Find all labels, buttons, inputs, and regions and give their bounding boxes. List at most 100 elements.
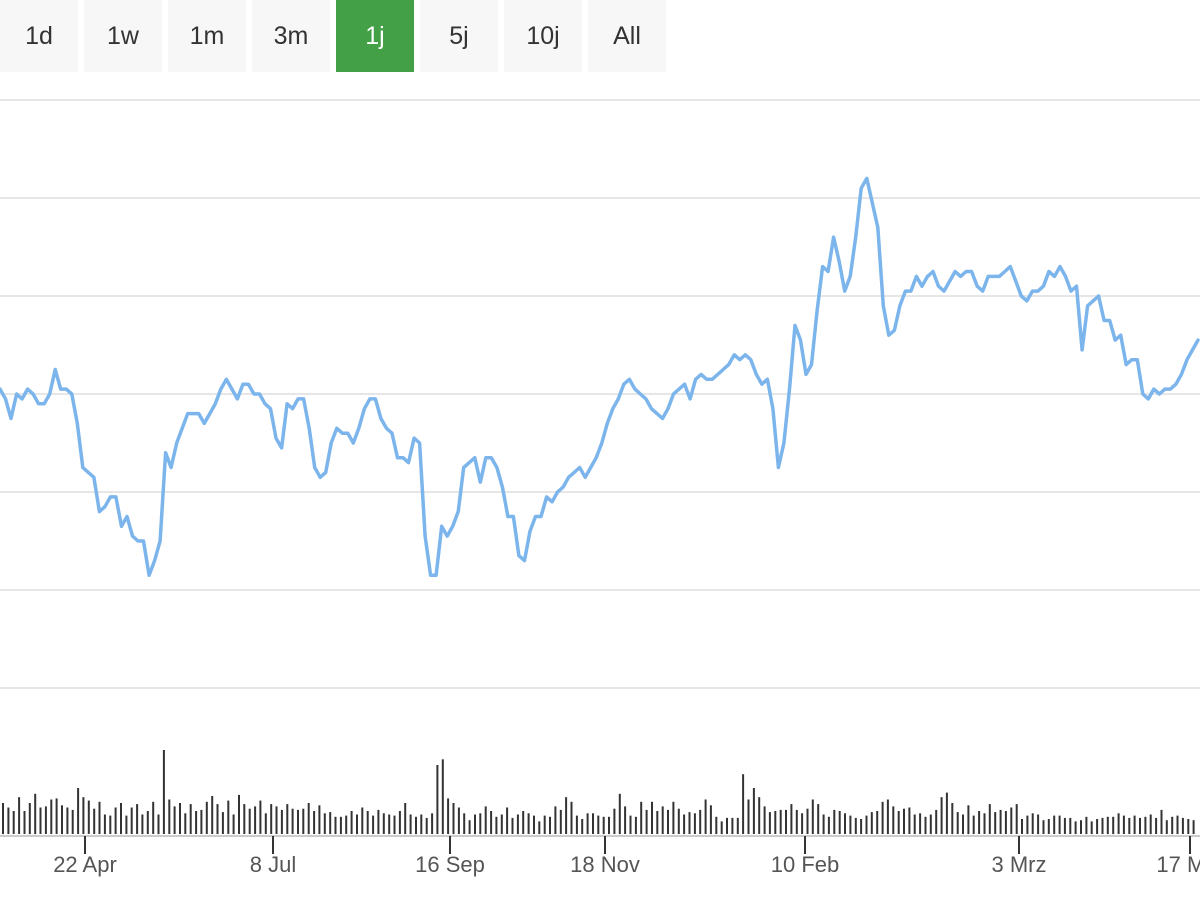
volume-bar — [742, 774, 745, 834]
volume-bar — [693, 813, 696, 834]
volume-bar — [897, 811, 900, 834]
volume-bar — [130, 807, 133, 834]
volume-bar — [1128, 817, 1131, 834]
volume-bar — [313, 811, 316, 834]
volume-bar — [195, 811, 198, 834]
volume-bar — [903, 808, 905, 834]
volume-bar — [844, 813, 846, 834]
volume-bar — [44, 806, 47, 834]
volume-bar — [806, 808, 809, 834]
volume-bar — [661, 806, 664, 834]
volume-bar — [409, 814, 412, 835]
volume-bar — [575, 815, 578, 834]
volume-bar — [640, 801, 643, 834]
volume-bar — [629, 815, 632, 834]
volume-bar — [999, 809, 1002, 834]
volume-bar — [554, 806, 557, 834]
volume-bar — [329, 812, 332, 834]
volume-bar — [715, 816, 718, 835]
volume-bar — [592, 813, 594, 834]
volume-bar — [388, 814, 391, 835]
volume-bar — [447, 798, 450, 834]
volume-bar — [50, 799, 53, 834]
volume-bar — [382, 813, 385, 834]
volume-bar — [908, 807, 911, 834]
range-button-1j[interactable]: 1j — [336, 0, 414, 72]
volume-bar — [860, 819, 863, 834]
volume-bar — [1074, 821, 1077, 835]
volume-bar — [549, 816, 551, 835]
range-button-10j[interactable]: 10j — [504, 0, 582, 72]
volume-bar — [436, 765, 439, 834]
price-series — [0, 176, 1200, 578]
volume-bar — [811, 799, 814, 834]
volume-bar — [307, 803, 310, 835]
volume-bar — [1101, 817, 1104, 834]
volume-bar — [398, 811, 401, 834]
volume-bar — [833, 809, 836, 834]
volume-bar — [103, 814, 106, 835]
volume-bar — [82, 797, 85, 834]
volume-bar — [125, 815, 128, 834]
volume-bar — [474, 814, 476, 835]
volume-bar — [790, 804, 793, 834]
volume-bar — [162, 750, 165, 834]
volume-bar — [275, 806, 278, 834]
volume-bar — [533, 815, 535, 834]
volume-bar — [886, 799, 889, 834]
volume-bar — [377, 809, 380, 834]
volume-bar — [817, 804, 820, 834]
range-button-1m[interactable]: 1m — [168, 0, 246, 72]
volume-bar — [972, 815, 975, 834]
range-button-all[interactable]: All — [588, 0, 666, 72]
volume-bar — [1176, 815, 1179, 834]
volume-bar — [570, 801, 573, 834]
volume-bar — [415, 816, 417, 835]
volume-bar — [865, 815, 868, 834]
volume-bar — [726, 817, 728, 834]
volume-bar — [109, 815, 112, 834]
volume-bar — [490, 811, 493, 834]
volume-bar — [1037, 814, 1040, 835]
range-button-3m[interactable]: 3m — [252, 0, 330, 72]
volume-bar — [940, 797, 943, 834]
volume-bar — [356, 814, 358, 835]
volume-bar — [66, 807, 69, 834]
volume-bar — [484, 806, 487, 834]
volume-bar — [1096, 819, 1099, 834]
volume-bar — [849, 815, 852, 834]
volume-bar — [468, 820, 471, 834]
volume-bar — [173, 806, 176, 834]
volume-bar — [216, 804, 219, 834]
volume-bar — [709, 805, 712, 835]
volume-bar — [23, 811, 26, 834]
volume-bar — [1015, 804, 1018, 834]
volume-bar — [1165, 820, 1168, 834]
grid-lines — [0, 99, 1200, 689]
range-button-1d[interactable]: 1d — [0, 0, 78, 72]
volume-bar — [1010, 807, 1013, 834]
volume-bar — [822, 814, 825, 835]
range-button-5j[interactable]: 5j — [420, 0, 498, 72]
volume-bar — [667, 809, 669, 834]
volume-bar — [935, 809, 938, 834]
volume-bar — [339, 816, 342, 835]
volume-bar — [393, 815, 396, 834]
volume-bar — [1160, 809, 1163, 834]
volume-bar — [608, 816, 610, 835]
volume-bar — [12, 811, 15, 834]
volume-bar — [1122, 815, 1125, 834]
volume-bar — [1053, 815, 1056, 834]
volume-bar — [77, 788, 80, 834]
volume-bar — [581, 819, 584, 834]
volume-bar — [1155, 817, 1158, 834]
volume-bar — [688, 812, 691, 834]
volume-bar — [1021, 819, 1023, 834]
volume-bar — [1063, 817, 1066, 834]
volume-bar — [463, 813, 466, 834]
range-button-1w[interactable]: 1w — [84, 0, 162, 72]
volume-bar — [334, 816, 337, 835]
volume-bar — [634, 816, 637, 835]
volume-bar — [506, 807, 509, 834]
